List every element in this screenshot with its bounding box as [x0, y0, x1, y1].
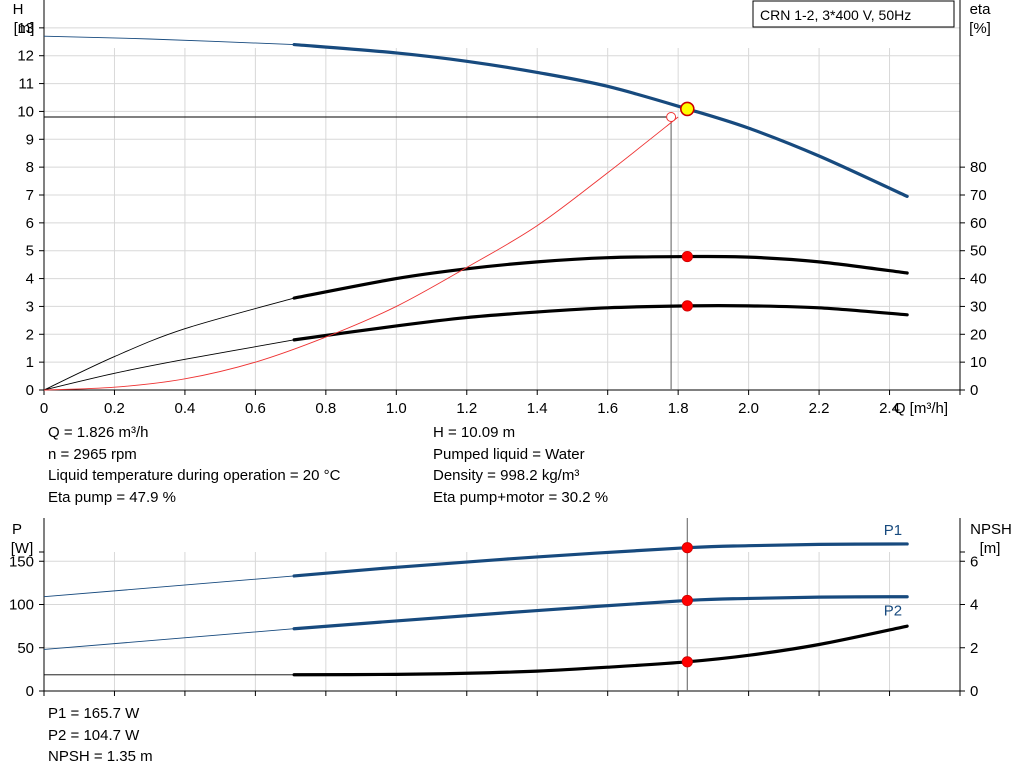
operating-point-marker	[681, 542, 693, 554]
y-tick-label-left: 9	[26, 131, 34, 148]
duty-point-marker	[680, 101, 695, 117]
x-tick-label: 0.4	[174, 400, 195, 417]
info-flow: Q = 1.826 m³/h	[48, 424, 149, 441]
y-tick-label-left: 6	[26, 215, 34, 232]
y-tick-label-right: 60	[970, 215, 987, 232]
x-tick-label: 0.8	[315, 400, 336, 417]
y-tick-label-right: 70	[970, 187, 987, 204]
y-tick-label-left: 4	[26, 271, 34, 288]
info-eta-pump: Eta pump = 47.9 %	[48, 488, 176, 506]
y-tick-label-right: 4	[970, 597, 978, 614]
info-head: H = 10.09 m	[433, 424, 516, 441]
y-tick-label-right: 20	[970, 326, 987, 343]
series-0-2-curve-extension	[43, 339, 295, 391]
y-axis-label-left: P	[12, 521, 22, 538]
x-tick-label: 2.0	[738, 400, 759, 417]
y-tick-label-right: 50	[970, 243, 987, 260]
info-top-right: H = 10.09 m Pumped liquid = Water Densit…	[433, 422, 608, 508]
operating-point-marker	[681, 250, 693, 263]
series-0-0-curve	[292, 42, 909, 198]
y-axis-label-right: eta	[970, 1, 992, 18]
p1-curve	[292, 542, 909, 578]
legend-box-label: CRN 1-2, 3*400 V, 50Hz	[760, 7, 911, 23]
y-tick-label-left: 2	[26, 326, 34, 343]
y-tick-label-left: 150	[9, 553, 34, 570]
series-1-2-curve	[292, 624, 909, 677]
series-0-1-curve-extension	[43, 297, 295, 391]
y-tick-label-right: 80	[970, 159, 987, 176]
info-liquid-temperature: Liquid temperature during operation = 20…	[48, 467, 341, 484]
series-0-1-curve	[292, 254, 909, 300]
series-0-0-curve-extension	[43, 35, 295, 46]
y-tick-label-left: 11	[18, 76, 34, 93]
y-tick-label-left: 1	[26, 354, 34, 371]
info-p1: P1 = 165.7 W	[48, 705, 140, 722]
p1-curve-extension	[43, 575, 295, 598]
x-tick-label: 0	[40, 400, 48, 417]
y-tick-label-left: 8	[26, 159, 34, 176]
legend-box	[752, 0, 955, 28]
y-axis-unit-left: [m]	[14, 20, 35, 37]
y-tick-label-left: 100	[9, 597, 34, 614]
y-tick-label-right: 10	[970, 354, 987, 371]
x-tick-label: 1.2	[456, 400, 477, 417]
x-tick-label: 1.8	[668, 400, 689, 417]
info-p2: P2 = 104.7 W	[48, 726, 140, 744]
y-tick-label-right: 6	[970, 553, 978, 570]
y-axis-unit-right: [m]	[980, 540, 1001, 557]
y-tick-label-left: 13	[17, 20, 34, 37]
x-tick-label: 1.0	[386, 400, 407, 417]
info-top-left: Q = 1.826 m³/h n = 2965 rpm Liquid tempe…	[48, 422, 340, 508]
y-tick-label-left: 3	[26, 298, 34, 315]
y-tick-label-right: 40	[970, 271, 987, 288]
x-tick-label: 1.4	[527, 400, 548, 417]
y-tick-label-left: 12	[17, 48, 34, 65]
series-0-3-curve	[43, 116, 679, 391]
y-tick-label-right: 0	[970, 683, 978, 700]
y-tick-label-right: 0	[970, 382, 978, 399]
y-axis-label-left: H	[13, 1, 24, 18]
info-speed: n = 2965 rpm	[48, 445, 137, 463]
info-eta-pump-motor: Eta pump+motor = 30.2 %	[433, 488, 609, 506]
y-tick-label-left: 0	[26, 683, 34, 700]
p2-curve	[292, 595, 909, 631]
operating-point-marker	[681, 656, 693, 668]
y-tick-label-right: 30	[970, 298, 987, 315]
p2-curve-extension	[43, 628, 295, 650]
y-axis-label-right: NPSH	[970, 521, 1012, 538]
y-axis-unit-left: [W]	[11, 540, 34, 557]
x-axis-label: Q [m³/h]	[894, 400, 948, 417]
series-0-2-curve	[292, 304, 909, 342]
y-tick-label-left: 10	[17, 103, 34, 120]
system-curve-point-marker	[666, 112, 677, 122]
p2-label: P2	[884, 603, 902, 620]
y-tick-label-left: 0	[26, 382, 34, 399]
x-tick-label: 2.4	[879, 400, 900, 417]
x-tick-label: 1.6	[597, 400, 618, 417]
y-tick-label-left: 5	[26, 243, 34, 260]
y-tick-label-right: 2	[970, 640, 978, 657]
info-bottom: P1 = 165.7 W P2 = 104.7 W NPSH = 1.35 m	[48, 703, 153, 768]
y-tick-label-left: 7	[26, 187, 34, 204]
info-density: Density = 998.2 kg/m³	[433, 467, 580, 484]
x-tick-label: 2.2	[809, 400, 830, 417]
p1-label: P1	[884, 522, 902, 539]
x-tick-label: 0.2	[104, 400, 125, 417]
y-tick-label-left: 50	[17, 640, 34, 657]
operating-point-marker	[681, 594, 693, 607]
info-pumped-liquid: Pumped liquid = Water	[433, 445, 585, 463]
operating-point-marker	[681, 300, 693, 312]
y-axis-unit-right: [%]	[969, 20, 991, 37]
x-tick-label: 0.6	[245, 400, 266, 417]
info-npsh: NPSH = 1.35 m	[48, 748, 153, 765]
